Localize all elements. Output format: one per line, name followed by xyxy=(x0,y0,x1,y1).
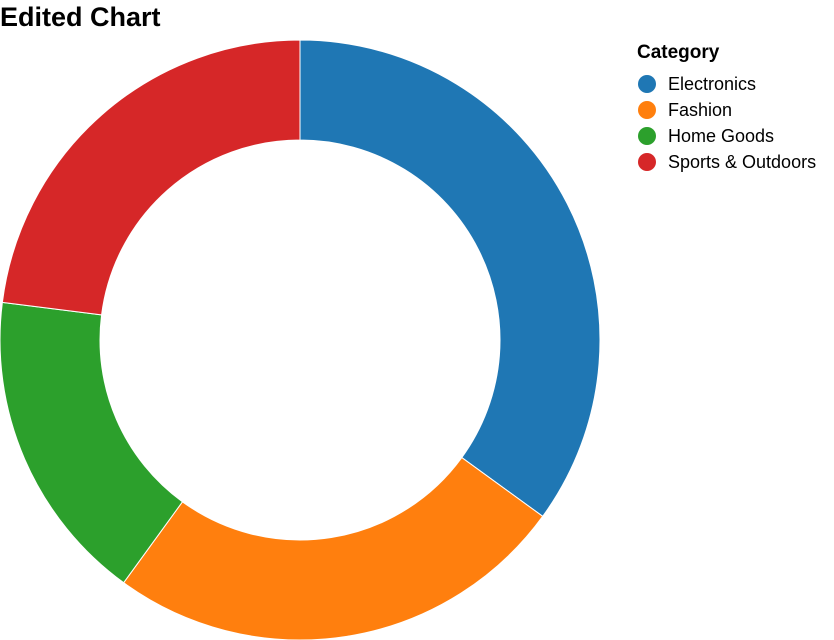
legend-title: Category xyxy=(637,42,720,63)
legend: Category Electronics Fashion Home Goods Spo… xyxy=(637,42,816,172)
legend-label-home-goods: Home Goods xyxy=(668,126,774,146)
legend-swatch-sports-outdoors xyxy=(638,153,656,171)
legend-item-fashion: Fashion xyxy=(638,100,732,120)
legend-item-electronics: Electronics xyxy=(638,74,756,94)
slice-sports-outdoors xyxy=(1,39,301,316)
slice-fashion xyxy=(122,456,544,640)
chart-title: Edited Chart xyxy=(0,2,161,32)
slice-electronics xyxy=(299,39,601,518)
legend-label-fashion: Fashion xyxy=(668,100,732,120)
legend-swatch-fashion xyxy=(638,101,656,119)
legend-item-sports-outdoors: Sports & Outdoors xyxy=(638,152,816,172)
legend-swatch-electronics xyxy=(638,75,656,93)
legend-label-electronics: Electronics xyxy=(668,74,756,94)
legend-items: Electronics Fashion Home Goods Sports & Out… xyxy=(638,74,816,172)
donut-slices xyxy=(0,39,601,640)
legend-label-sports-outdoors: Sports & Outdoors xyxy=(668,152,816,172)
legend-swatch-home-goods xyxy=(638,127,656,145)
legend-item-home-goods: Home Goods xyxy=(638,126,774,146)
